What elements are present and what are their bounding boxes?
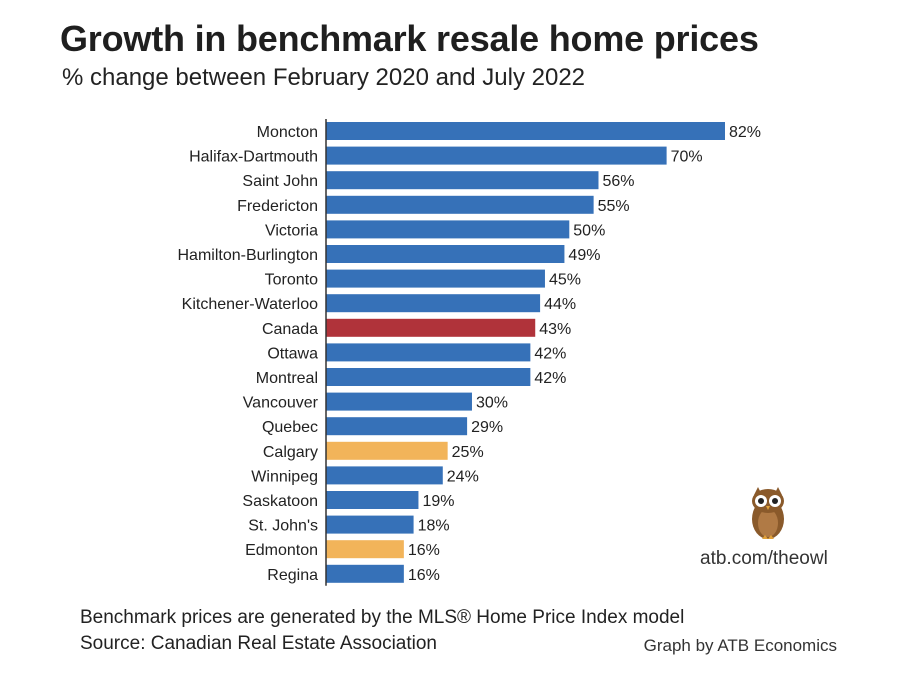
category-label: Fredericton	[237, 198, 318, 215]
bar	[326, 491, 419, 509]
bar	[326, 515, 414, 534]
value-label: 56%	[602, 173, 634, 190]
value-label: 45%	[549, 272, 581, 289]
footnote-model: Benchmark prices are generated by the ML…	[80, 607, 685, 628]
value-label: 70%	[671, 149, 703, 166]
chart-title: Growth in benchmark resale home prices	[60, 18, 759, 59]
bar	[326, 466, 443, 485]
bar	[326, 195, 594, 214]
value-label: 42%	[534, 345, 566, 362]
value-label: 19%	[422, 493, 454, 510]
bar	[326, 171, 599, 190]
value-label: 55%	[598, 198, 630, 215]
bar	[326, 269, 545, 288]
credit-text: Graph by ATB Economics	[643, 636, 837, 655]
value-label: 29%	[471, 419, 503, 436]
bar	[326, 318, 536, 337]
owl-icon	[752, 487, 784, 539]
owl-link-text: atb.com/theowl	[700, 548, 828, 569]
bar	[326, 122, 725, 140]
footnote-source: Source: Canadian Real Estate Association	[80, 633, 437, 654]
category-label: Ottawa	[267, 345, 318, 362]
category-label: Kitchener-Waterloo	[182, 296, 318, 313]
category-label: Hamilton-Burlington	[177, 247, 318, 264]
category-label: Montreal	[256, 370, 318, 387]
value-label: 16%	[408, 567, 440, 584]
category-label: Edmonton	[245, 542, 318, 559]
bar-chart: Moncton 82% Halifax-Dartmouth 70% Saint John…	[177, 119, 761, 586]
bar	[326, 441, 448, 460]
bar	[326, 294, 541, 313]
bar	[326, 540, 404, 559]
bar	[326, 343, 531, 362]
value-label: 18%	[418, 518, 450, 535]
category-label: Moncton	[257, 124, 318, 141]
bar	[326, 417, 468, 436]
value-label: 43%	[539, 321, 571, 338]
value-label: 44%	[544, 296, 576, 313]
value-label: 25%	[452, 444, 484, 461]
category-label: Saskatoon	[242, 493, 318, 510]
value-label: 82%	[729, 124, 761, 141]
category-label: Saint John	[242, 173, 318, 190]
category-label: Quebec	[262, 419, 318, 436]
category-label: Winnipeg	[251, 468, 318, 485]
category-label: Canada	[262, 321, 318, 338]
category-label: Regina	[267, 567, 318, 584]
category-label: Vancouver	[243, 395, 319, 412]
category-label: Calgary	[263, 444, 318, 461]
value-label: 30%	[476, 395, 508, 412]
value-label: 24%	[447, 468, 479, 485]
bar	[326, 146, 667, 165]
category-label: Halifax-Dartmouth	[189, 149, 318, 166]
value-label: 42%	[534, 370, 566, 387]
bar	[326, 564, 404, 583]
chart-subtitle: % change between February 2020 and July …	[62, 64, 586, 91]
bar	[326, 368, 531, 386]
category-label: Toronto	[265, 272, 318, 289]
bar	[326, 392, 472, 411]
value-label: 50%	[573, 222, 605, 239]
category-label: Victoria	[265, 222, 318, 239]
bar	[326, 245, 565, 263]
category-label: St. John's	[248, 518, 318, 535]
value-label: 49%	[568, 247, 600, 264]
value-label: 16%	[408, 542, 440, 559]
bar	[326, 220, 570, 239]
